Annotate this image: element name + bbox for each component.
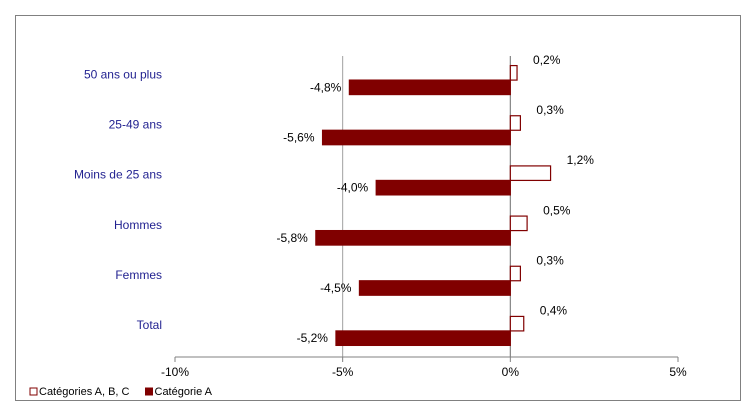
legend-label: Catégorie A [155,386,213,398]
y-tick-label: Total [137,318,162,332]
y-tick-label: Moins de 25 ans [74,168,162,182]
bar [509,215,528,232]
bar [358,280,511,296]
bar [321,129,511,146]
bar [509,64,518,81]
value-label: 1,2% [567,153,595,167]
value-label: 0,3% [536,103,564,117]
x-tick-label: -10% [161,365,189,379]
bar [315,229,511,246]
x-tick-label: 5% [669,365,687,379]
bar [375,179,511,196]
y-tick-label: Hommes [114,218,162,232]
y-tick-label: 25-49 ans [109,117,162,131]
bar [348,79,511,96]
value-label: -5,6% [283,130,315,144]
value-label: -5,8% [276,231,308,245]
bar [335,330,511,347]
value-label: -4,5% [320,281,352,295]
bar [509,265,521,282]
legend-swatch [145,387,153,396]
x-tick-label: -5% [332,365,354,379]
legend-swatch [29,387,38,396]
y-tick-label: Femmes [115,268,162,282]
value-label: 0,3% [536,253,564,267]
value-label: 0,2% [533,53,561,67]
bar [509,165,552,182]
value-label: 0,4% [540,304,568,318]
value-label: -4,8% [310,80,342,94]
value-label: 0,5% [543,203,571,217]
x-tick-label: 0% [502,365,520,379]
legend-label: Catégories A, B, C [39,386,130,398]
value-label: -5,2% [297,331,329,345]
bar [509,315,525,332]
bar [509,115,521,131]
value-label: -4,0% [337,181,369,195]
y-tick-label: 50 ans ou plus [84,67,162,81]
